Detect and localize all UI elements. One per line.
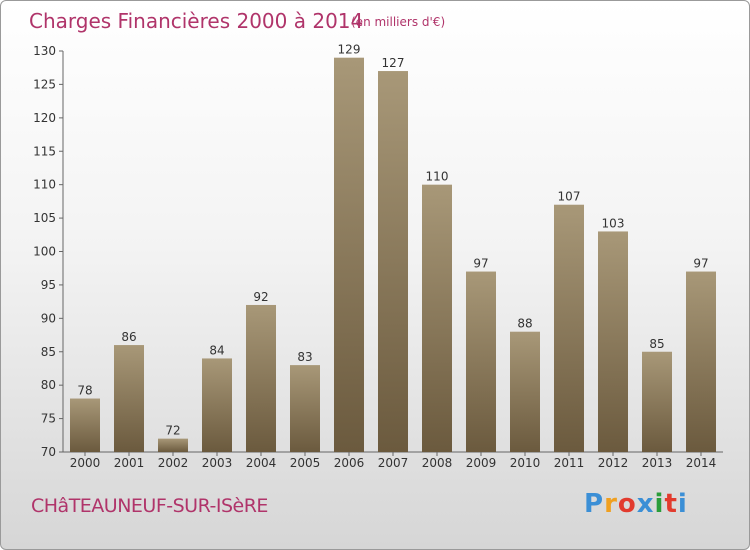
bar	[202, 358, 232, 452]
data-label: 84	[209, 343, 224, 357]
data-label: 72	[165, 424, 180, 438]
bar	[290, 365, 320, 452]
bar	[510, 331, 540, 452]
brand-letter: P	[584, 489, 605, 519]
brand-letter: o	[617, 489, 637, 519]
axes: 70 75 80 85 90 95 100 105 110 115 120 125 130 2000 200…	[33, 44, 723, 470]
y-tick-label: 95	[41, 278, 56, 292]
chart-title: Charges Financières 2000 à 2014	[29, 9, 363, 33]
x-tick-label: 2004	[246, 456, 277, 470]
y-tick-label: 100	[33, 245, 56, 259]
data-label: 110	[426, 170, 449, 184]
data-label: 86	[121, 330, 136, 344]
bar	[246, 304, 276, 452]
data-label: 78	[77, 384, 92, 398]
x-tick-label: 2008	[422, 456, 453, 470]
x-tick-label: 2007	[378, 456, 409, 470]
x-tick-label: 2006	[334, 456, 365, 470]
bar	[114, 345, 144, 452]
data-label: 85	[649, 337, 664, 351]
data-label: 88	[517, 317, 532, 331]
bar	[422, 184, 452, 452]
y-tick-label: 125	[33, 77, 56, 91]
data-label: 97	[473, 257, 488, 271]
x-tick-label: 2005	[290, 456, 321, 470]
y-tick-label: 115	[33, 144, 56, 158]
x-tick-label: 2002	[158, 456, 189, 470]
y-tick-label: 105	[33, 211, 56, 225]
data-label: 92	[253, 290, 268, 304]
data-label: 97	[693, 257, 708, 271]
y-tick-label: 85	[41, 345, 56, 359]
y-tick-label: 80	[41, 378, 56, 392]
y-tick-label: 90	[41, 311, 56, 325]
brand-letter: r	[604, 489, 618, 519]
brand-letter: i	[677, 489, 688, 519]
bar	[158, 438, 188, 452]
bar	[466, 271, 496, 452]
bar	[642, 351, 672, 452]
y-tick-label: 75	[41, 412, 56, 426]
bar	[378, 71, 408, 453]
chart-unit: (en milliers d'€)	[351, 15, 445, 29]
x-tick-label: 2012	[598, 456, 629, 470]
x-tick-label: 2000	[70, 456, 101, 470]
x-tick-label: 2001	[114, 456, 145, 470]
y-tick-label: 110	[33, 178, 56, 192]
data-label: 107	[558, 190, 581, 204]
commune-name: CHâTEAUNEUF-SUR-ISèRE	[31, 495, 268, 517]
y-tick-label: 120	[33, 111, 56, 125]
x-tick-label: 2009	[466, 456, 497, 470]
brand-letter: i	[654, 489, 665, 519]
data-label: 129	[338, 43, 361, 57]
bar	[554, 204, 584, 452]
bar	[334, 57, 364, 452]
x-tick-label: 2003	[202, 456, 233, 470]
data-label: 83	[297, 350, 312, 364]
proxiti-logo[interactable]: Proxiti	[584, 489, 688, 519]
x-tick-label: 2014	[686, 456, 717, 470]
bar	[598, 231, 628, 452]
y-tick-label: 70	[41, 445, 56, 459]
brand-letter: x	[636, 489, 655, 519]
data-label: 127	[382, 56, 405, 70]
x-tick-label: 2013	[642, 456, 673, 470]
y-tick-label: 130	[33, 44, 56, 58]
bar	[686, 271, 716, 452]
x-tick-label: 2011	[554, 456, 585, 470]
bars: 78 86 72 84 92 83 129 127 110 97 88 107 103 85 97	[70, 43, 716, 453]
brand-letter: t	[664, 489, 678, 519]
bar	[70, 398, 100, 452]
data-label: 103	[602, 216, 625, 230]
x-tick-label: 2010	[510, 456, 541, 470]
